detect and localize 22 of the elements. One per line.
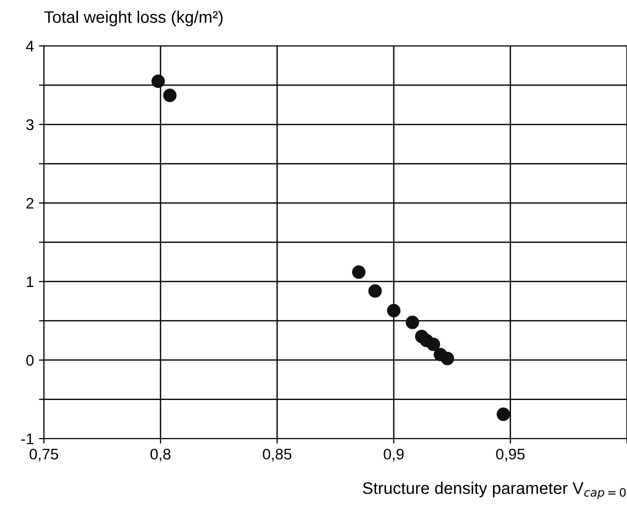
x-tick-label: 0,75: [30, 448, 58, 462]
y-tick-label: 2: [26, 198, 34, 209]
point: [496, 408, 510, 421]
y-tick-label: 1: [26, 276, 34, 288]
y-tick-label: 4: [26, 40, 34, 52]
x-tick-label: 0,95: [496, 448, 525, 462]
x-tick-label: 0,8: [150, 448, 170, 462]
point: [352, 265, 366, 279]
point: [151, 74, 165, 88]
x-tick-label: 0,9: [384, 448, 404, 462]
point: [440, 352, 454, 366]
point: [163, 88, 177, 102]
point: [387, 304, 400, 318]
x-tick-label: 0,85: [262, 448, 292, 462]
y-tick-label: 3: [26, 119, 34, 130]
point: [426, 338, 440, 352]
x-axis-title: Structure density parameter V$_{cap=0}$: [362, 482, 626, 500]
y-axis-title: Total weight loss (kg/m²): [44, 10, 223, 26]
y-tick-label: 0: [26, 354, 34, 366]
point: [368, 284, 382, 298]
y-tick-label: -1: [21, 434, 34, 444]
point: [406, 316, 420, 330]
